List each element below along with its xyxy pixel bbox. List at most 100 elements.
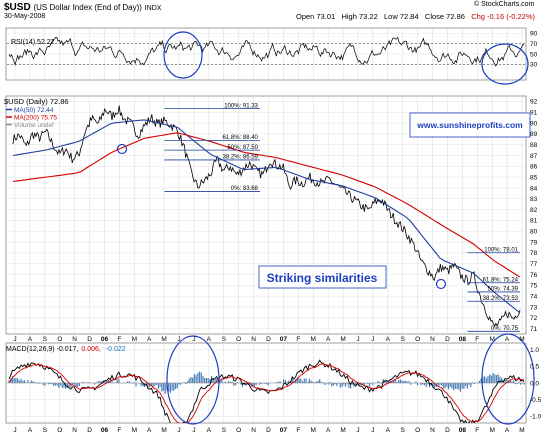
- price-month-label: A: [386, 336, 391, 343]
- price-legend-label: Volume undef: [14, 122, 54, 129]
- macd-month-label: F: [475, 427, 479, 434]
- price-month-label: J: [192, 336, 195, 343]
- macd-tick-label: -1.0: [530, 414, 542, 421]
- price-month-label: N: [430, 336, 435, 343]
- macd-tick-label: 1.0: [530, 347, 539, 354]
- symbol: $USD (US Dollar Index (End of Day)) INDX: [4, 2, 161, 13]
- macd-month-label: O: [236, 427, 241, 434]
- price-month-label: A: [147, 336, 152, 343]
- macd-month-label: J: [371, 427, 374, 434]
- price-circle-right: [435, 278, 447, 290]
- price-month-label: S: [401, 336, 406, 343]
- price-month-label: S: [222, 336, 227, 343]
- website-text: www.sunshineprofits.com: [416, 120, 523, 130]
- series-line-usd: [12, 105, 521, 327]
- price-month-label: J: [177, 336, 180, 343]
- macd-legend-label: -0.022: [106, 346, 126, 353]
- macd-line: [8, 359, 525, 423]
- price-month-label: S: [43, 336, 48, 343]
- macd-circle-left: [166, 335, 220, 425]
- macd-signal-line: [8, 363, 525, 423]
- price-month-label: O: [57, 336, 62, 343]
- price-month-label: N: [251, 336, 256, 343]
- macd-month-label: J: [13, 427, 16, 434]
- date-label: 30-May-2008: [4, 13, 46, 20]
- symbol-exchange: INDX: [144, 5, 162, 12]
- price-month-label: D: [266, 336, 271, 343]
- macd-month-label: N: [251, 427, 256, 434]
- macd-month-label: J: [356, 427, 359, 434]
- rsi-label: RSI(14) 52.22: [11, 39, 55, 46]
- fib-level-label: 50%: 74.39: [488, 287, 519, 293]
- price-tick-label: 73: [530, 304, 538, 311]
- price-month-label: F: [296, 336, 300, 343]
- price-month-label: J: [371, 336, 374, 343]
- price-legend-label: MA(200) 75.75: [14, 115, 57, 122]
- price-month-label: M: [311, 336, 316, 343]
- price-legend-label: MA(50) 72.44: [14, 107, 54, 114]
- price-month-label: M: [519, 336, 524, 343]
- macd-month-label: S: [43, 427, 48, 434]
- ohlc-bar: Open 73.01 High 73.22 Low 72.84 Close 72…: [296, 12, 535, 21]
- macd-month-label: F: [296, 427, 300, 434]
- price-tick-label: 82: [530, 207, 538, 214]
- macd-month-label: M: [311, 427, 316, 434]
- fib-level-label: 50%: 87.50: [228, 145, 259, 151]
- price-month-label: A: [326, 336, 331, 343]
- fib-level-label: 0%: 83.68: [231, 186, 259, 192]
- price-month-label: A: [28, 336, 33, 343]
- price-tick-label: 76: [530, 272, 538, 279]
- macd-month-label: D: [266, 427, 271, 434]
- rsi-tick-label: 30: [530, 62, 538, 69]
- price-tick-label: 87: [530, 153, 538, 160]
- price-tick-label: 84: [530, 185, 538, 192]
- price-tick-label: 72: [530, 315, 538, 322]
- price-month-label: 08: [459, 336, 467, 343]
- price-tick-label: 77: [530, 261, 538, 268]
- price-tick-label: 83: [530, 196, 538, 203]
- fib-level-label: 38.2%: 86.59: [223, 155, 259, 161]
- price-month-label: A: [207, 336, 212, 343]
- fib-level-label: 61.8%: 75.24: [483, 278, 519, 284]
- price-tick-label: 79: [530, 239, 538, 246]
- fib-level-label: 38.2%: 73.53: [483, 296, 519, 302]
- macd-month-label: D: [87, 427, 92, 434]
- macd-month-label: O: [415, 427, 420, 434]
- striking-box: [258, 265, 387, 289]
- fib-level-label: 0%: 70.75: [491, 326, 519, 332]
- rsi-tick-label: 50: [530, 51, 538, 58]
- macd-month-label: M: [161, 427, 166, 434]
- macd-tick-label: -0.5: [530, 397, 542, 404]
- price-month-label: O: [415, 336, 420, 343]
- price-month-label: N: [72, 336, 77, 343]
- macd-month-label: N: [430, 427, 435, 434]
- price-tick-label: 88: [530, 142, 538, 149]
- macd-month-label: 06: [101, 427, 109, 434]
- macd-month-label: A: [386, 427, 391, 434]
- striking-text: Striking similarities: [267, 271, 378, 285]
- price-tick-label: 90: [530, 120, 538, 127]
- macd-month-label: M: [132, 427, 137, 434]
- price-tick-label: 78: [530, 250, 538, 257]
- macd-month-label: N: [72, 427, 77, 434]
- high-value: High 73.22: [341, 12, 378, 21]
- macd-month-label: M: [489, 427, 494, 434]
- macd-tick-label: 0.0: [530, 380, 539, 387]
- macd-month-label: A: [147, 427, 152, 434]
- change-value: Chg -0.16 (-0.22%): [471, 12, 535, 21]
- price-month-label: O: [236, 336, 241, 343]
- macd-month-label: M: [340, 427, 345, 434]
- macd-month-label: A: [505, 427, 510, 434]
- price-month-label: F: [475, 336, 479, 343]
- macd-month-label: M: [519, 427, 524, 434]
- open-value: Open 73.01: [296, 12, 336, 21]
- symbol-text: $USD: [4, 2, 31, 13]
- price-month-label: 06: [101, 336, 109, 343]
- macd-legend-label: 0.006,: [81, 346, 101, 353]
- price-tick-label: 74: [530, 293, 538, 300]
- macd-month-label: D: [445, 427, 450, 434]
- price-month-label: D: [445, 336, 450, 343]
- price-tick-label: 80: [530, 229, 538, 236]
- website-box: [409, 112, 531, 138]
- watermark: © StockCharts.com: [474, 1, 535, 8]
